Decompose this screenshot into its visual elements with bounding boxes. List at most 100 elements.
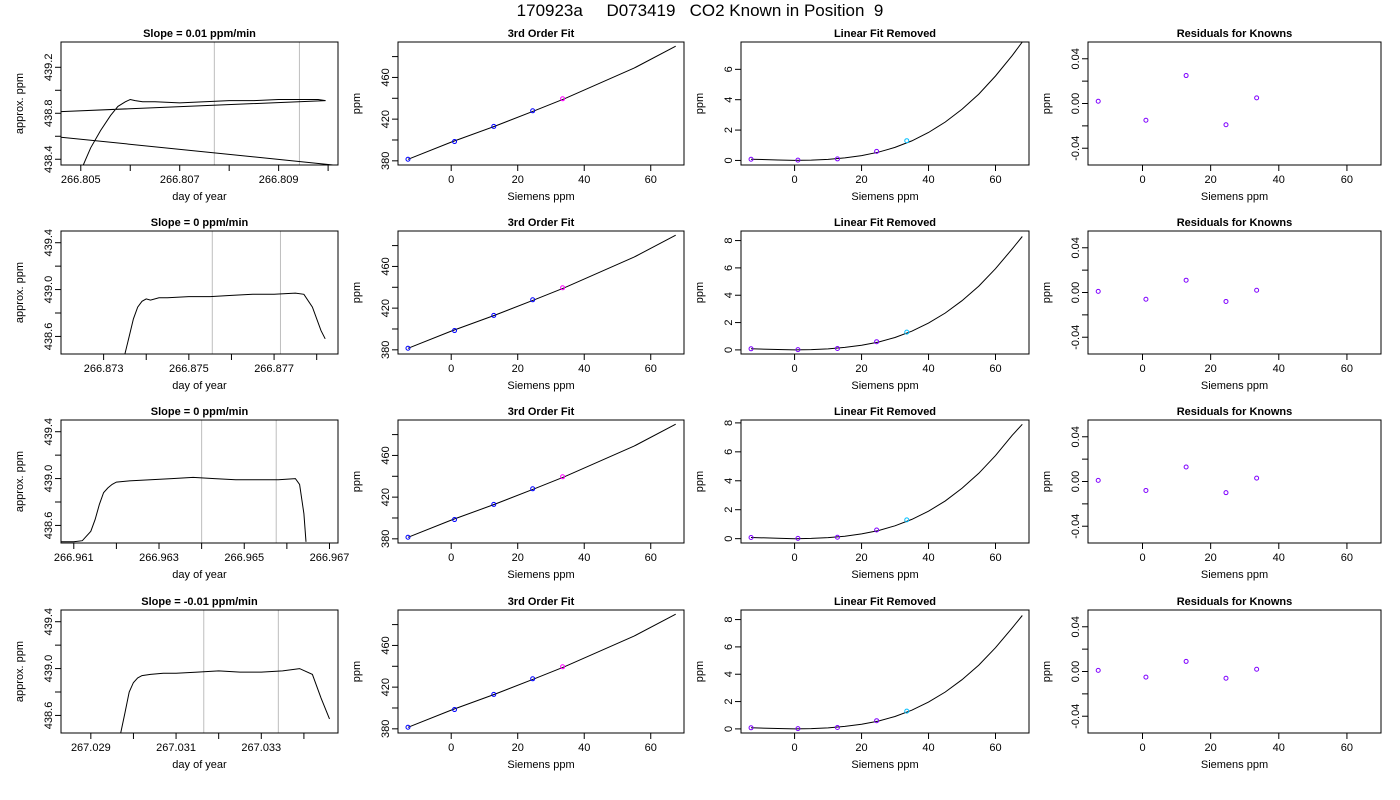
y-tick-label: 439.0 [43,276,55,304]
x-tick-label: 40 [1273,742,1285,754]
data-point [904,138,910,144]
y-axis-label: ppm [351,661,363,682]
x-tick-label: 266.805 [61,174,101,186]
x-tick-label: 20 [855,363,867,375]
x-tick-label: 20 [855,552,867,564]
x-tick-label: 40 [922,552,934,564]
y-axis-label: ppm [351,93,363,114]
panel-r2c2: 3rd Order Fit 0 20 40 60 380 420 460 Siemens ppm… [351,217,685,392]
x-axis-label: day of year [172,380,227,392]
data-point [405,156,411,162]
x-tick-label: 0 [792,742,798,754]
x-axis-label: Siemens ppm [507,191,574,203]
panel-title: Residuals for Knowns [1177,217,1293,229]
x-tick-label: 20 [1205,363,1217,375]
y-tick-label: 0.04 [1070,48,1082,69]
data-point [904,708,910,714]
data-trace [120,668,330,733]
x-tick-label: 266.809 [259,174,299,186]
x-axis-label: day of year [172,569,227,581]
plot-frame [397,230,685,355]
data-point [1095,98,1101,104]
panel-r1c4: Residuals for Knowns 0 20 40 60 -0.04 0.00 0.04… [1041,28,1382,203]
panel-title: 3rd Order Fit [508,28,575,40]
data-point [1143,487,1149,493]
panel-r2c1: Slope = 0 ppm/min 266.873 266.875 266.877 43… [14,217,339,392]
data-point [530,676,536,682]
data-point [491,123,497,129]
y-axis-label: ppm [1041,471,1053,492]
data-point [748,725,754,731]
y-tick-label: 0.04 [1070,616,1082,637]
data-point [530,486,536,492]
data-point [560,664,566,670]
panel-r1c3: Linear Fit Removed 0 20 40 60 0 2 4 6 Siemens ppm… [694,28,1030,203]
y-tick-label: 2 [723,507,735,513]
y-tick-label: 0 [723,536,735,542]
x-tick-label: 266.875 [169,363,209,375]
x-tick-label: 266.961 [54,552,94,564]
y-tick-label: 380 [380,152,392,170]
x-tick-label: 40 [1273,174,1285,186]
data-point [1183,464,1189,470]
plot-frame [740,609,1030,734]
data-point [904,329,910,335]
x-tick-label: 40 [922,742,934,754]
x-tick-label: 40 [578,363,590,375]
y-tick-label: 4 [723,478,735,484]
y-tick-label: 439.4 [43,229,55,257]
y-tick-label: 420 [380,488,392,506]
y-tick-label: 6 [723,644,735,650]
data-point [874,718,880,724]
y-tick-label: -0.04 [1070,704,1082,729]
y-tick-label: 8 [723,617,735,623]
y-tick-label: 439.0 [43,655,55,683]
data-point [491,501,497,507]
y-axis-label: ppm [694,282,706,303]
x-tick-label: 0 [1139,552,1145,564]
y-tick-label: 0.00 [1070,471,1082,492]
x-tick-label: 20 [1205,552,1217,564]
x-tick-label: 40 [922,174,934,186]
panel-title: Residuals for Knowns [1177,28,1293,40]
data-point [834,725,840,731]
x-axis-label: Siemens ppm [851,569,918,581]
x-tick-label: 267.033 [241,742,281,754]
data-point [560,474,566,480]
panel-r4c2: 3rd Order Fit 0 20 40 60 380 420 460 Siemens ppm… [351,596,685,771]
y-tick-label: 0 [723,726,735,732]
panel-title: Slope = 0 ppm/min [151,217,249,229]
data-point [452,139,458,145]
fit-curve [407,234,676,349]
plot-frame [60,419,339,544]
data-point [1095,667,1101,673]
plot-frame [740,230,1030,355]
x-tick-label: 0 [448,174,454,186]
y-tick-label: -0.04 [1070,325,1082,350]
y-axis-label: ppm [694,661,706,682]
panel-title: 3rd Order Fit [508,217,575,229]
data-point [560,96,566,102]
data-point [405,724,411,730]
y-tick-label: 438.6 [43,323,55,351]
y-tick-label: 6 [723,66,735,72]
x-axis-label: day of year [172,191,227,203]
x-tick-label: 0 [792,363,798,375]
y-tick-label: 8 [723,238,735,244]
x-tick-label: 60 [989,742,1001,754]
data-point [452,517,458,523]
data-point [1143,674,1149,680]
y-tick-label: 380 [380,341,392,359]
x-tick-label: 266.965 [224,552,264,564]
y-tick-label: 2 [723,320,735,326]
data-point [834,534,840,540]
data-point [748,346,754,352]
panel-title: Linear Fit Removed [834,217,936,229]
fit-curve [750,236,1023,351]
x-tick-label: 266.873 [84,363,124,375]
y-tick-label: 439.4 [43,608,55,636]
y-tick-label: 4 [723,97,735,103]
x-axis-label: Siemens ppm [851,191,918,203]
data-point [748,535,754,541]
